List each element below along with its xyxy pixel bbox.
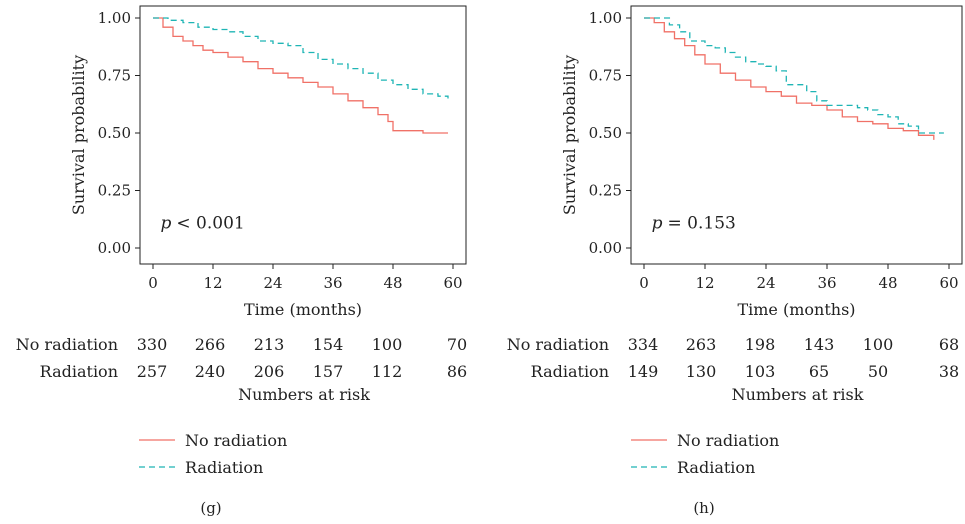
x-tick-label: 36: [323, 274, 342, 292]
survival-curve-radiation: [153, 17, 449, 99]
risk-table-title: Numbers at risk: [238, 385, 370, 404]
x-tick-label: 12: [203, 274, 222, 292]
panel-g: 0.00 0.25 0.50 0.75 1.00 0 12 24 36 48 60 Survival …: [16, 5, 467, 517]
plot-frame: [630, 5, 963, 265]
survival-curve-no-radiation: [153, 17, 448, 134]
risk-count: 100: [372, 335, 403, 354]
risk-count: 157: [313, 362, 344, 381]
risk-count: 50: [868, 362, 888, 381]
risk-count: 149: [628, 362, 659, 381]
risk-row-label: No radiation: [507, 335, 609, 354]
y-tick-label: 1.00: [589, 9, 622, 27]
p-value-text: < 0.001: [176, 213, 244, 233]
plot-frame: [139, 5, 467, 265]
p-value-annotation: p = 0.153: [652, 213, 736, 233]
risk-count: 86: [447, 362, 467, 381]
x-tick-label: 0: [639, 274, 649, 292]
p-symbol: p: [161, 213, 172, 233]
p-value-text: = 0.153: [668, 213, 736, 233]
panel-h: 0.00 0.25 0.50 0.75 1.00 0 12 24 36 48 60 Survival …: [507, 5, 963, 517]
x-tick-label: 60: [443, 274, 462, 292]
risk-count: 112: [372, 362, 403, 381]
risk-count: 154: [313, 335, 344, 354]
risk-count: 240: [195, 362, 226, 381]
y-tick-label: 1.00: [98, 9, 131, 27]
legend-label-radiation: Radiation: [185, 458, 263, 477]
risk-count: 100: [863, 335, 894, 354]
risk-count: 38: [939, 362, 959, 381]
risk-count: 213: [254, 335, 285, 354]
risk-row-label: Radiation: [531, 362, 609, 381]
y-axis-title: Survival probability: [560, 55, 579, 215]
risk-count: 266: [195, 335, 226, 354]
y-tick-label: 0.00: [589, 239, 622, 257]
risk-count: 206: [254, 362, 285, 381]
risk-count: 143: [804, 335, 835, 354]
y-tick-label: 0.50: [589, 124, 622, 142]
y-tick-label: 0.25: [589, 182, 622, 200]
risk-count: 334: [628, 335, 659, 354]
risk-count: 70: [447, 335, 467, 354]
risk-row-label: No radiation: [16, 335, 118, 354]
x-tick-label: 0: [148, 274, 158, 292]
x-tick-label: 12: [695, 274, 714, 292]
risk-count: 68: [939, 335, 959, 354]
risk-count: 257: [137, 362, 168, 381]
survival-curve-no-radiation: [644, 17, 935, 140]
legend-label-no-radiation: No radiation: [677, 431, 779, 450]
panel-label: (g): [200, 499, 221, 517]
y-tick-label: 0.00: [98, 239, 131, 257]
y-tick-label: 0.50: [98, 124, 131, 142]
x-tick-label: 24: [756, 274, 775, 292]
panel-label: (h): [693, 499, 714, 517]
y-axis-title: Survival probability: [69, 55, 88, 215]
risk-count: 65: [809, 362, 829, 381]
x-tick-label: 48: [878, 274, 897, 292]
risk-count: 198: [745, 335, 776, 354]
risk-count: 103: [745, 362, 776, 381]
risk-count: 263: [686, 335, 717, 354]
x-axis-title: Time (months): [737, 300, 855, 319]
x-tick-label: 48: [383, 274, 402, 292]
legend-label-no-radiation: No radiation: [185, 431, 287, 450]
x-axis-title: Time (months): [244, 300, 362, 319]
y-tick-label: 0.75: [589, 67, 622, 85]
x-tick-label: 24: [263, 274, 282, 292]
risk-row-label: Radiation: [40, 362, 118, 381]
x-tick-label: 36: [817, 274, 836, 292]
risk-table-title: Numbers at risk: [732, 385, 864, 404]
y-tick-label: 0.25: [98, 182, 131, 200]
y-tick-label: 0.75: [98, 67, 131, 85]
risk-count: 130: [686, 362, 717, 381]
p-value-annotation: p < 0.001: [161, 213, 245, 233]
legend-label-radiation: Radiation: [677, 458, 755, 477]
x-tick-label: 60: [939, 274, 958, 292]
risk-count: 330: [137, 335, 168, 354]
survival-curve-radiation: [644, 17, 944, 134]
p-symbol: p: [652, 213, 663, 233]
